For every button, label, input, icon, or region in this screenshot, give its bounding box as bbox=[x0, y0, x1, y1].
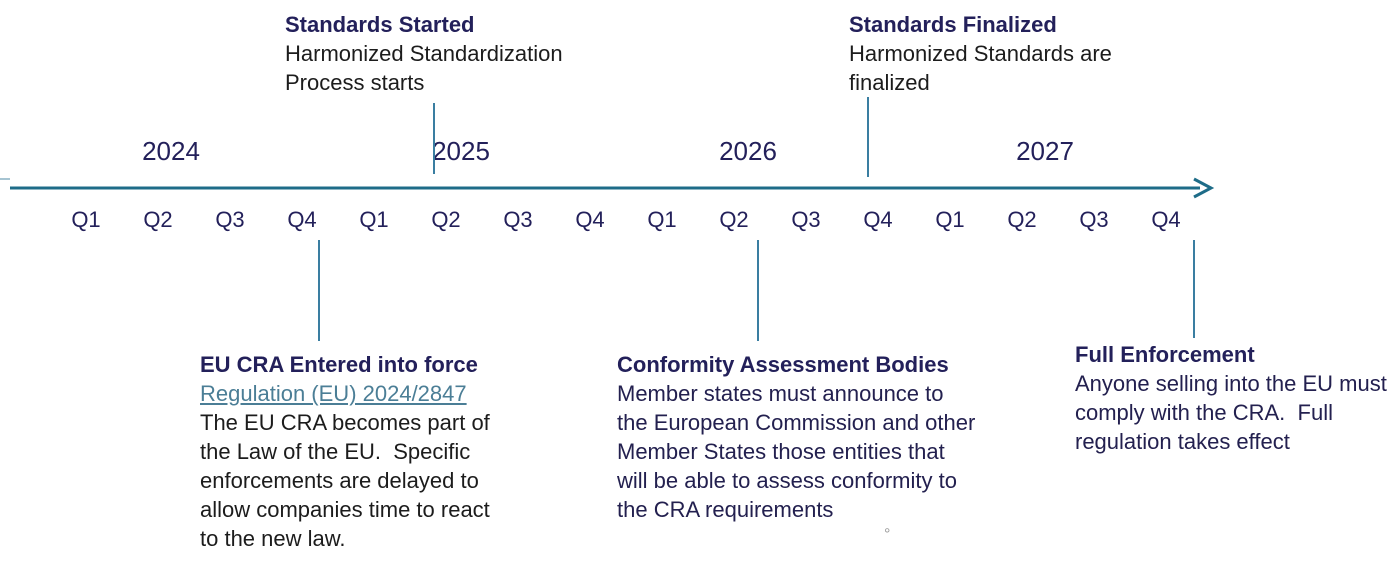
annotation-eu-cra-entered-into-force: EU CRA Entered into force Regulation (EU… bbox=[200, 350, 490, 553]
quarter-label-q4-2027: Q4 bbox=[1151, 207, 1181, 232]
annotation-standards-started: Standards Started Harmonized Standardiza… bbox=[285, 10, 563, 97]
annotation-conformity-assessment-bodies: Conformity Assessment Bodies Member stat… bbox=[617, 350, 975, 524]
quarter-label-q1-2026: Q1 bbox=[647, 207, 677, 232]
quarter-label-q4-2025: Q4 bbox=[575, 207, 605, 232]
quarter-label-q2-2024: Q2 bbox=[143, 207, 173, 232]
annotation-title: EU CRA Entered into force bbox=[200, 352, 478, 377]
quarter-label-q1-2027: Q1 bbox=[935, 207, 965, 232]
annotation-body: Member states must announce to the Europ… bbox=[617, 381, 976, 522]
annotation-body: Harmonized Standardization Process start… bbox=[285, 41, 563, 95]
quarter-label-q3-2026: Q3 bbox=[791, 207, 821, 232]
eu-cra-connector bbox=[318, 240, 320, 341]
annotation-body: Anyone selling into the EU must comply w… bbox=[1075, 371, 1387, 454]
annotation-full-enforcement: Full Enforcement Anyone selling into the… bbox=[1075, 340, 1387, 456]
quarter-label-q2-2025: Q2 bbox=[431, 207, 461, 232]
axis-edge-artifact bbox=[0, 178, 10, 180]
year-label-2027: 2027 bbox=[1016, 136, 1074, 166]
annotation-title: Standards Finalized bbox=[849, 12, 1057, 37]
axis-arrowhead-icon bbox=[1193, 177, 1215, 199]
year-label-2026: 2026 bbox=[719, 136, 777, 166]
annotation-title: Full Enforcement bbox=[1075, 342, 1255, 367]
annotation-standards-finalized: Standards Finalized Harmonized Standards… bbox=[849, 10, 1112, 97]
standards-started-connector bbox=[433, 103, 435, 174]
standards-finalized-connector bbox=[867, 97, 869, 177]
quarter-label-q3-2025: Q3 bbox=[503, 207, 533, 232]
quarter-label-q4-2026: Q4 bbox=[863, 207, 893, 232]
year-label-2024: 2024 bbox=[142, 136, 200, 166]
quarter-label-q3-2027: Q3 bbox=[1079, 207, 1109, 232]
quarter-label-q1-2024: Q1 bbox=[71, 207, 101, 232]
year-label-2025: 2025 bbox=[432, 136, 490, 166]
timeline-axis bbox=[10, 177, 1215, 199]
annotation-body: Harmonized Standards are finalized bbox=[849, 41, 1112, 95]
quarter-label-q1-2025: Q1 bbox=[359, 207, 389, 232]
quarter-label-q2-2026: Q2 bbox=[719, 207, 749, 232]
stray-degree-mark: ° bbox=[884, 526, 891, 543]
annotation-title: Conformity Assessment Bodies bbox=[617, 352, 949, 377]
quarter-label-q3-2024: Q3 bbox=[215, 207, 245, 232]
regulation-link[interactable]: Regulation (EU) 2024/2847 bbox=[200, 381, 467, 406]
full-enforcement-connector bbox=[1193, 240, 1195, 338]
annotation-title: Standards Started bbox=[285, 12, 475, 37]
quarter-label-q4-2024: Q4 bbox=[287, 207, 317, 232]
annotation-body: The EU CRA becomes part of the Law of th… bbox=[200, 410, 490, 551]
conformity-connector bbox=[757, 240, 759, 341]
quarter-label-q2-2027: Q2 bbox=[1007, 207, 1037, 232]
